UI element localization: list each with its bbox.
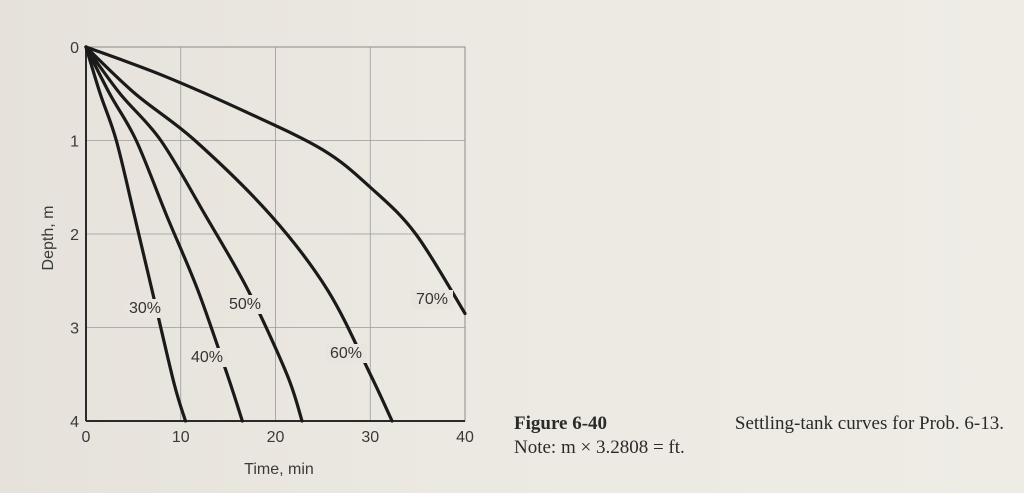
x-tick-label: 10 <box>172 429 190 446</box>
figure-label: Figure 6-40 <box>514 413 608 434</box>
curve-30pct <box>84 45 188 423</box>
curve-label-bg <box>325 344 367 363</box>
curve-50pct <box>84 45 304 423</box>
ticks: 0 10 20 30 40 0 1 2 3 4 <box>70 40 474 446</box>
y-tick-label: 2 <box>70 227 79 244</box>
x-tick-label: 20 <box>267 429 285 446</box>
curve-label-bg <box>411 290 453 309</box>
curve-label: 40% <box>191 349 223 366</box>
curve-label: 50% <box>229 296 261 313</box>
x-axis-title: Time, min <box>244 461 314 478</box>
y-tick-label: 1 <box>70 134 79 151</box>
grid <box>85 46 466 422</box>
y-axis-title: Depth, m <box>40 206 57 271</box>
curve-label: 60% <box>330 345 362 362</box>
curve-label-bg <box>124 299 166 318</box>
curve-60pct <box>84 45 394 423</box>
caption-text: Settling-tank curves for Prob. 6-13. <box>734 413 1004 434</box>
curve-label-bg <box>224 295 266 314</box>
curve-labels: 30% 40% 50% 60% 70% <box>124 290 453 367</box>
x-tick-label: 0 <box>82 429 91 446</box>
x-tick-label: 40 <box>456 429 474 446</box>
curve-40pct <box>84 45 244 423</box>
y-tick-label: 4 <box>70 414 79 431</box>
curve-label: 70% <box>416 291 448 308</box>
curve-label-bg <box>186 348 228 367</box>
curve-70pct <box>84 45 467 316</box>
y-tick-label: 3 <box>70 321 79 338</box>
caption-note: Note: m × 3.2808 = ft. <box>514 437 685 458</box>
x-tick-label: 30 <box>361 429 379 446</box>
curve-label: 30% <box>129 300 161 317</box>
curves <box>84 45 467 423</box>
y-tick-label: 0 <box>70 40 79 57</box>
figure-caption: Figure 6-40 Settling-tank curves for Pro… <box>514 412 1004 460</box>
